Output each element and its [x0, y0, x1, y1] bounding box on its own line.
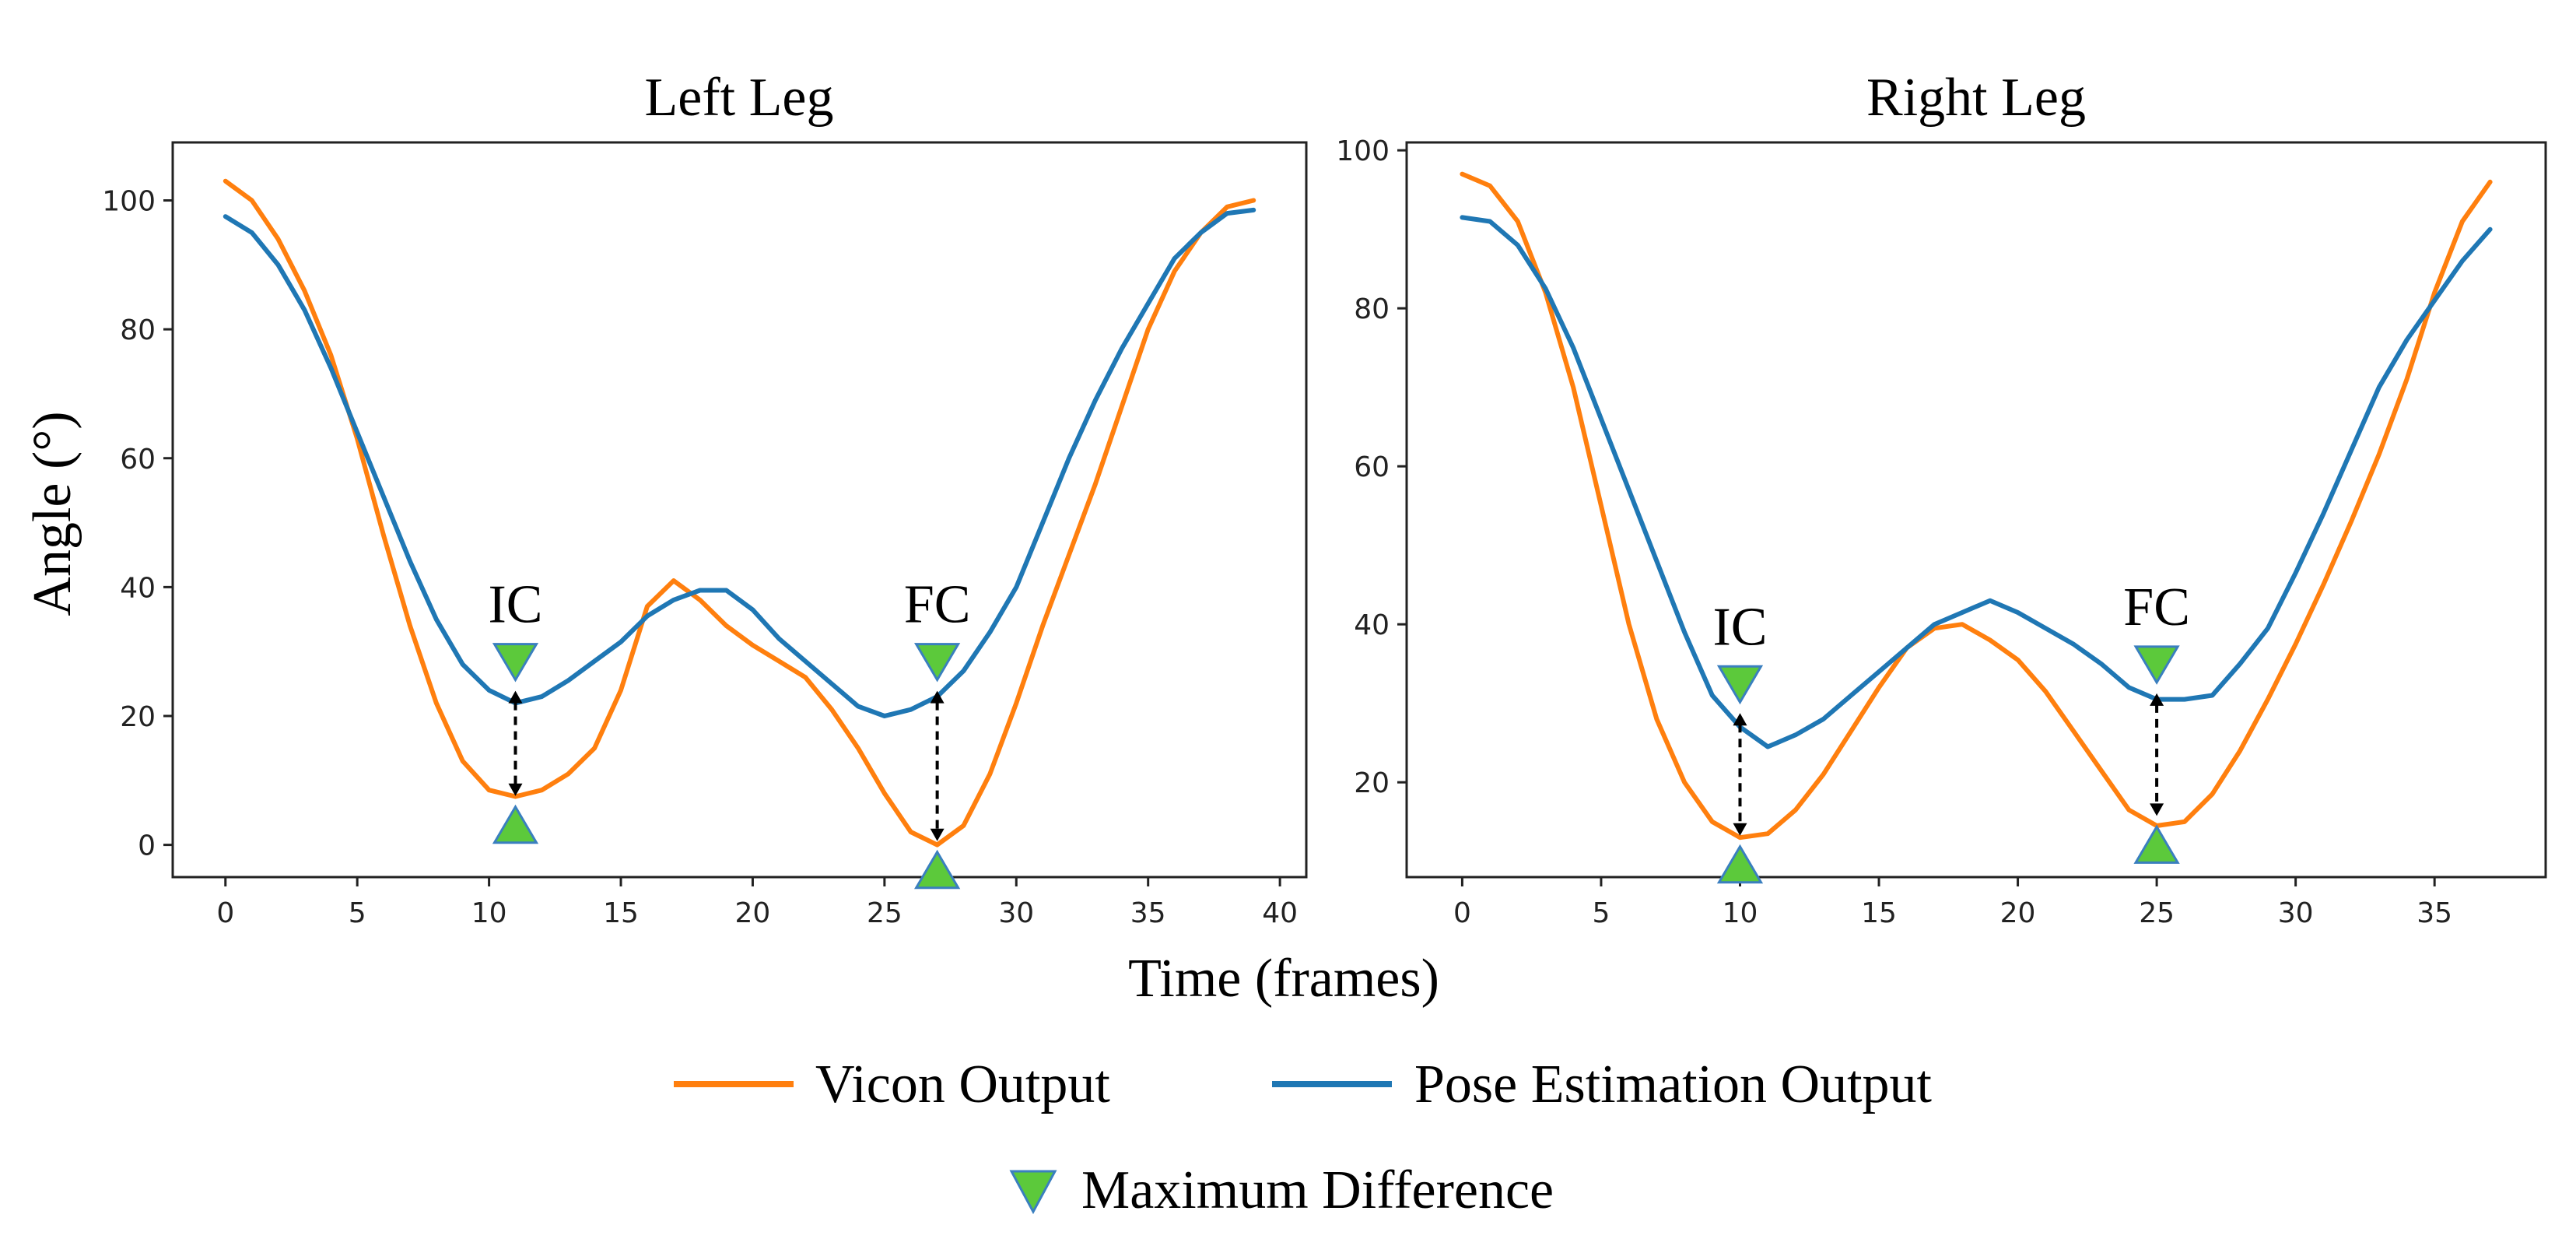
right-arrow-head-down — [2150, 803, 2164, 816]
right-arrow-head-up — [2150, 693, 2164, 706]
right-xtick-label: 0 — [1453, 897, 1471, 929]
left-xtick-label: 40 — [1262, 897, 1298, 929]
right-ytick-label: 80 — [1354, 293, 1390, 325]
right-marker-layer: IC FC — [1712, 577, 2190, 884]
left-axis-ticks: 0 5 10 15 20 25 30 35 40 0 20 40 60 80 100 — [102, 186, 1298, 929]
right-chart-title: Right Leg — [1866, 68, 2086, 128]
right-xtick-label: 35 — [2417, 897, 2452, 929]
right-xtick-label: 5 — [1592, 897, 1610, 929]
left-max-diff-marker-top — [492, 643, 539, 683]
left-chart-title: Left Leg — [645, 68, 834, 128]
chart-left-leg: Left Leg 0 5 10 15 20 25 30 35 40 0 20 40 60 80 100 IC… — [102, 68, 1308, 929]
left-arrow-head-up — [508, 690, 523, 704]
chart-right-leg: Right Leg 0 5 10 15 20 25 30 35 20 40 60 80 100 IC FC — [1336, 68, 2547, 929]
right-series-vicon-line — [1460, 171, 2493, 841]
left-ytick-label: 60 — [120, 444, 156, 476]
legend-pose-label: Pose Estimation Output — [1414, 1055, 1933, 1114]
left-plot-frame — [171, 141, 1308, 879]
right-ytick-label: 20 — [1354, 767, 1390, 799]
right-max-diff-marker-bottom — [2133, 824, 2180, 864]
left-marker-label-fc: FC — [904, 575, 971, 635]
left-arrow-head-up — [930, 690, 945, 704]
right-max-diff-marker-top — [1716, 665, 1764, 705]
right-marker-label-fc: FC — [2123, 577, 2190, 637]
left-arrow-head-down — [930, 828, 945, 841]
right-xtick-label: 20 — [2000, 897, 2036, 929]
legend-marker-icon — [1009, 1170, 1057, 1215]
left-ytick-label: 0 — [138, 830, 156, 862]
right-plot-frame — [1405, 141, 2547, 879]
right-arrow-head-down — [1733, 823, 1747, 836]
left-ytick-label: 20 — [120, 701, 156, 733]
left-ytick-label: 40 — [120, 572, 156, 604]
right-axis-ticks: 0 5 10 15 20 25 30 35 20 40 60 80 100 — [1336, 135, 2452, 929]
right-xtick-label: 15 — [1861, 897, 1897, 929]
left-max-diff-marker-bottom — [492, 804, 539, 844]
left-marker-layer: IC FC — [488, 575, 971, 890]
left-xtick-label: 10 — [471, 897, 507, 929]
left-xtick-label: 25 — [867, 897, 902, 929]
left-xtick-label: 0 — [216, 897, 234, 929]
right-ytick-label: 40 — [1354, 609, 1390, 641]
left-xtick-label: 5 — [349, 897, 366, 929]
right-marker-label-ic: IC — [1712, 597, 1767, 657]
right-series-layer — [1460, 171, 2493, 841]
left-max-diff-marker-bottom — [914, 849, 961, 890]
left-xtick-label: 20 — [735, 897, 771, 929]
left-max-diff-marker-top — [914, 643, 961, 683]
right-xtick-label: 10 — [1723, 897, 1758, 929]
right-max-diff-marker-bottom — [1716, 844, 1764, 884]
left-series-vicon-line — [223, 178, 1256, 848]
left-xtick-label: 15 — [603, 897, 639, 929]
right-ytick-label: 100 — [1336, 135, 1390, 167]
right-max-diff-marker-top — [2133, 645, 2180, 685]
left-ytick-label: 100 — [102, 186, 156, 218]
x-axis-label: Time (frames) — [1128, 949, 1439, 1009]
legend-marker-label: Maximum Difference — [1081, 1160, 1554, 1220]
left-marker-label-ic: IC — [488, 575, 542, 635]
right-arrow-head-up — [1733, 713, 1747, 726]
left-series-pose-line — [223, 207, 1256, 718]
right-xtick-label: 25 — [2139, 897, 2175, 929]
right-ytick-label: 60 — [1354, 451, 1390, 483]
left-xtick-label: 35 — [1130, 897, 1166, 929]
left-xtick-label: 30 — [998, 897, 1034, 929]
left-series-layer — [223, 178, 1256, 848]
legend: Vicon Output Pose Estimation Output Maxi… — [674, 1055, 1933, 1220]
right-series-pose-line — [1460, 215, 2493, 749]
y-axis-label: Angle (°) — [23, 411, 82, 616]
legend-vicon-label: Vicon Output — [815, 1055, 1110, 1114]
right-xtick-label: 30 — [2278, 897, 2314, 929]
left-arrow-head-down — [508, 783, 523, 796]
left-ytick-label: 80 — [120, 314, 156, 346]
